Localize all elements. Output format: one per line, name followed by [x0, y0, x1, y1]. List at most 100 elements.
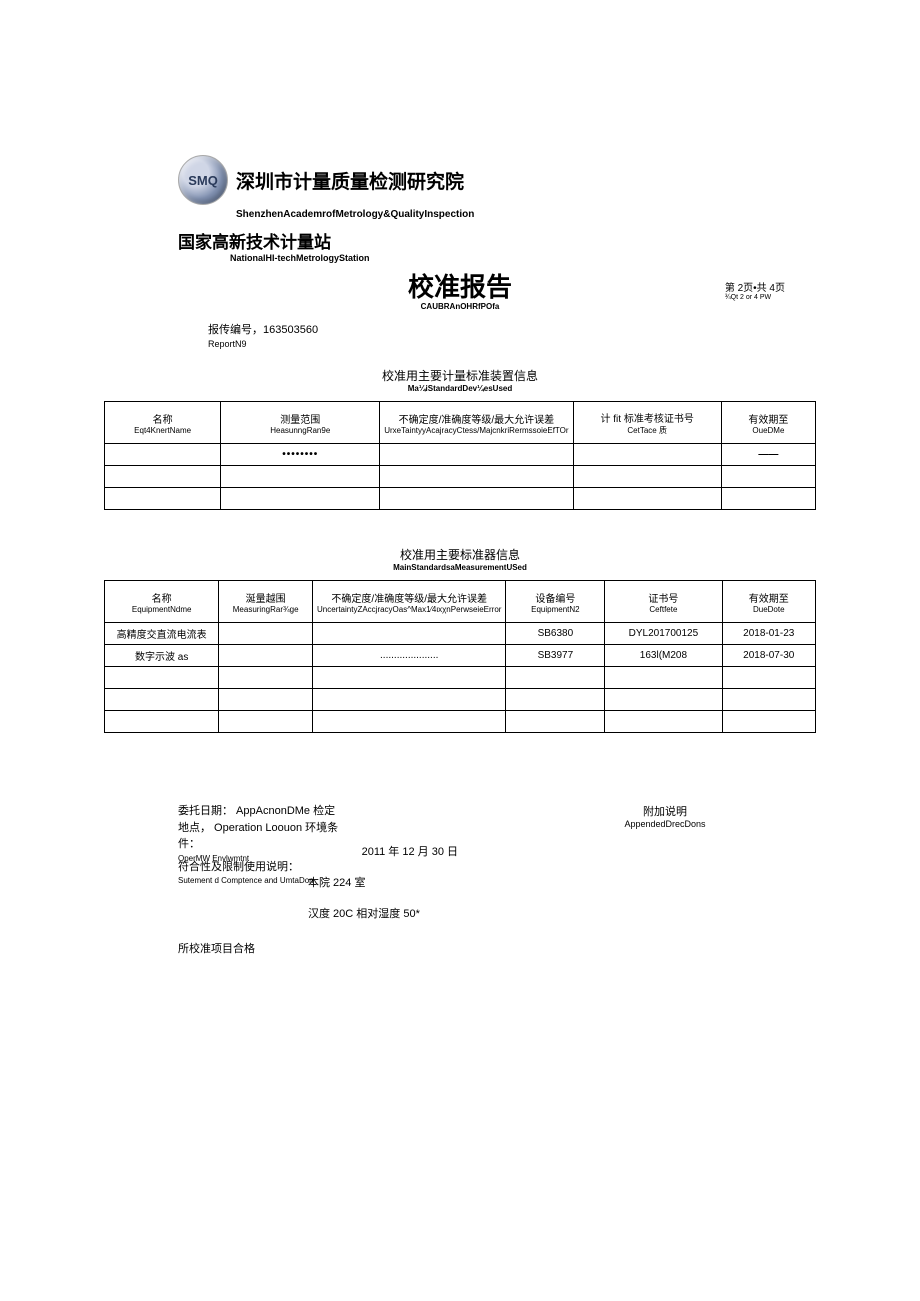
t1-cell: [573, 444, 721, 466]
t2-cell: .....................: [312, 645, 505, 667]
t1-h3-cn: 不确定度/准确度等级/最大允许误差: [399, 415, 555, 426]
org-name-cn: 深圳市计量质量检测研究院: [236, 167, 464, 194]
t1-cell: [105, 444, 221, 466]
t2-cell: [105, 667, 219, 689]
entrust-date: 委托日期： AppAcnonDMe 检定: [178, 803, 540, 820]
append-en: AppendedDrecDons: [540, 819, 790, 829]
t2-cell: 数字示波 as: [105, 645, 219, 667]
t1-h5-cn: 有效期至: [748, 415, 788, 426]
t2-cell: [312, 667, 505, 689]
t1-h1-cn: 名称: [153, 415, 173, 426]
t1-h2-en: HeasunngRan9e: [225, 426, 375, 435]
t2-cell: [219, 689, 313, 711]
t2-h3-cn: 不确定度/准确度等级/最大允许误差: [331, 594, 487, 605]
t1-cell: ••••••••: [221, 444, 380, 466]
dots-text: ••••••••: [282, 449, 318, 460]
t2-header-name: 名称 EquipmentNdme: [105, 581, 219, 623]
t2-header-uncertainty: 不确定度/准确度等级/最大允许误差 UncertaintyZAccjracyOa…: [312, 581, 505, 623]
env-cond-label: 件：: [178, 838, 200, 850]
t2-h2-cn: 涎量越围: [246, 594, 286, 605]
page-number-en: ¾Qt 2 or 4 PW: [725, 294, 785, 301]
t1-header-range: 测量范围 HeasunngRan9e: [221, 402, 380, 444]
org-name-en: ShenzhenAcademrofMetrology&QualityInspec…: [178, 209, 920, 220]
append-cn: 附加说明: [540, 803, 790, 819]
t1-header-cert: 计 fit 标准考核证书号 CetTace 质: [573, 402, 721, 444]
t2-h5-cn: 证书号: [648, 594, 678, 605]
section1-title-en: Ma¼iStandardDev¼esUsed: [0, 384, 920, 393]
t2-cell: [506, 689, 605, 711]
t2-cell: [506, 711, 605, 733]
t1-cell: [721, 466, 815, 488]
t1-cell: [105, 466, 221, 488]
t2-cell: 2018-07-30: [722, 645, 815, 667]
station-name-cn: 国家高新技术计量站: [178, 228, 920, 253]
t2-header-cert: 证书号 Ceftfete: [605, 581, 722, 623]
logo-row: SMQ 深圳市计量质量检测研究院: [178, 155, 920, 205]
dash-text: ——: [758, 449, 778, 460]
t1-cell: ——: [721, 444, 815, 466]
report-title: 校准报告 CAUBRAnOHRfPOfa: [408, 267, 512, 311]
t2-cell: [219, 711, 313, 733]
t1-cell: [105, 488, 221, 510]
t2-header-range: 涎量越围 MeasuringRar¾ge: [219, 581, 313, 623]
page-info: 第 2页•共 4页 ¾Qt 2 or 4 PW: [725, 279, 785, 301]
t2-cell: [722, 689, 815, 711]
t2-cell: [722, 711, 815, 733]
t1-cell: [573, 466, 721, 488]
t1-cell: [221, 488, 380, 510]
station-name-en: NationalHI-techMetrologyStation: [178, 253, 920, 263]
t2-h3-en: UncertaintyZAccjracyOas^Max1⁄4ιxχnPerwse…: [317, 605, 501, 614]
t1-h4-cn: 计 fit 标准考核证书号: [601, 414, 694, 425]
report-title-cn: 校准报告: [408, 267, 512, 304]
t1-cell: [380, 444, 573, 466]
t1-h2-cn: 测量范围: [280, 415, 320, 426]
t2-h6-en: DueDote: [727, 605, 811, 614]
t1-h4-en: CetTace 质: [578, 425, 717, 436]
t2-cell: [605, 667, 722, 689]
t1-cell: [721, 488, 815, 510]
compliance-en: Sutement d Comptence and UmtaDon: [178, 875, 314, 887]
t2-h6-cn: 有效期至: [749, 594, 789, 605]
t2-cell: 2018-01-23: [722, 623, 815, 645]
section2-title-en: MainStandardsaMeasurementUSed: [0, 563, 920, 572]
t1-cell: [221, 466, 380, 488]
t1-header-name: 名称 Eqt4KnertName: [105, 402, 221, 444]
t1-h5-en: OueDMe: [726, 426, 811, 435]
cal-date: 2011 年 12 月 30 日: [362, 836, 458, 865]
t2-cell: [506, 667, 605, 689]
t2-h1-en: EquipmentNdme: [109, 605, 214, 614]
t2-cell: [605, 689, 722, 711]
t2-cell: [219, 667, 313, 689]
t1-header-due: 有效期至 OueDMe: [721, 402, 815, 444]
t2-h4-en: EquipmentN2: [510, 605, 600, 614]
t2-cell: [312, 689, 505, 711]
report-title-en: CAUBRAnOHRfPOfa: [408, 302, 512, 311]
standard-instruments-table: 名称 EquipmentNdme 涎量越围 MeasuringRar¾ge 不确…: [104, 580, 816, 733]
t2-cell: [312, 711, 505, 733]
t2-h1-cn: 名称: [152, 594, 172, 605]
report-number-en: ReportN9: [0, 339, 920, 349]
t1-h3-en: UrxeTaintyyAcajracyCtess/MajcnkriRermsso…: [384, 426, 568, 435]
table-row: [105, 689, 816, 711]
t2-h2-en: MeasuringRar¾ge: [223, 605, 308, 614]
t2-cell: [722, 667, 815, 689]
t2-cell: 163l(M208: [605, 645, 722, 667]
standard-devices-table: 名称 Eqt4KnertName 测量范围 HeasunngRan9e 不确定度…: [104, 401, 816, 510]
page-number-cn: 第 2页•共 4页: [725, 279, 785, 294]
t2-cell: [219, 645, 313, 667]
location-line: 地点， Operation Loouon 环境条: [178, 820, 540, 837]
table-row: [105, 667, 816, 689]
table-row: [105, 488, 816, 510]
appended-directions: 附加说明 AppendedDrecDons: [540, 803, 790, 922]
t2-cell: [312, 623, 505, 645]
env-info: 汉度 20C 相对湿度 50*: [178, 906, 540, 923]
t2-cell: DYL201700125: [605, 623, 722, 645]
t2-header-eqno: 设备编号 EquipmentN2: [506, 581, 605, 623]
bottom-left-info: 委托日期： AppAcnonDMe 检定 地点， Operation Loouo…: [178, 803, 540, 922]
smq-logo-icon: SMQ: [178, 155, 228, 205]
section1-title-cn: 校准用主要计量标准装置信息: [0, 367, 920, 384]
report-number: 报传编号，163503560: [0, 321, 920, 337]
t1-h1-en: Eqt4KnertName: [109, 426, 216, 435]
compliance-label: 符合性及限制使用说明：: [178, 861, 299, 873]
t2-cell: [219, 623, 313, 645]
